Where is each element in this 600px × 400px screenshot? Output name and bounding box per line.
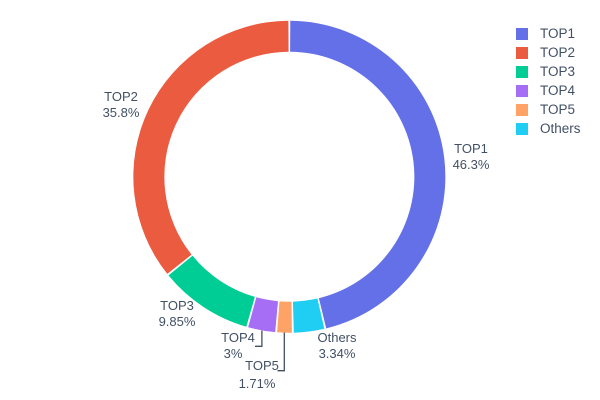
svg-text:TOP1: TOP1 bbox=[454, 141, 488, 156]
svg-text:TOP4: TOP4 bbox=[221, 330, 255, 345]
svg-text:9.85%: 9.85% bbox=[159, 314, 196, 329]
svg-text:TOP1: TOP1 bbox=[540, 26, 575, 41]
svg-text:Others: Others bbox=[540, 121, 581, 136]
svg-text:1.71%: 1.71% bbox=[239, 376, 276, 391]
svg-text:TOP4: TOP4 bbox=[540, 83, 576, 98]
svg-text:TOP3: TOP3 bbox=[160, 298, 194, 313]
svg-text:TOP5: TOP5 bbox=[540, 102, 575, 117]
svg-text:TOP2: TOP2 bbox=[104, 89, 138, 104]
svg-text:TOP5: TOP5 bbox=[245, 358, 279, 373]
svg-text:35.8%: 35.8% bbox=[103, 105, 140, 120]
svg-text:3%: 3% bbox=[224, 346, 243, 361]
svg-text:Others: Others bbox=[317, 330, 357, 345]
svg-text:TOP2: TOP2 bbox=[540, 45, 575, 60]
svg-text:3.34%: 3.34% bbox=[319, 346, 356, 361]
svg-text:TOP3: TOP3 bbox=[540, 64, 575, 79]
svg-text:46.3%: 46.3% bbox=[453, 157, 490, 172]
